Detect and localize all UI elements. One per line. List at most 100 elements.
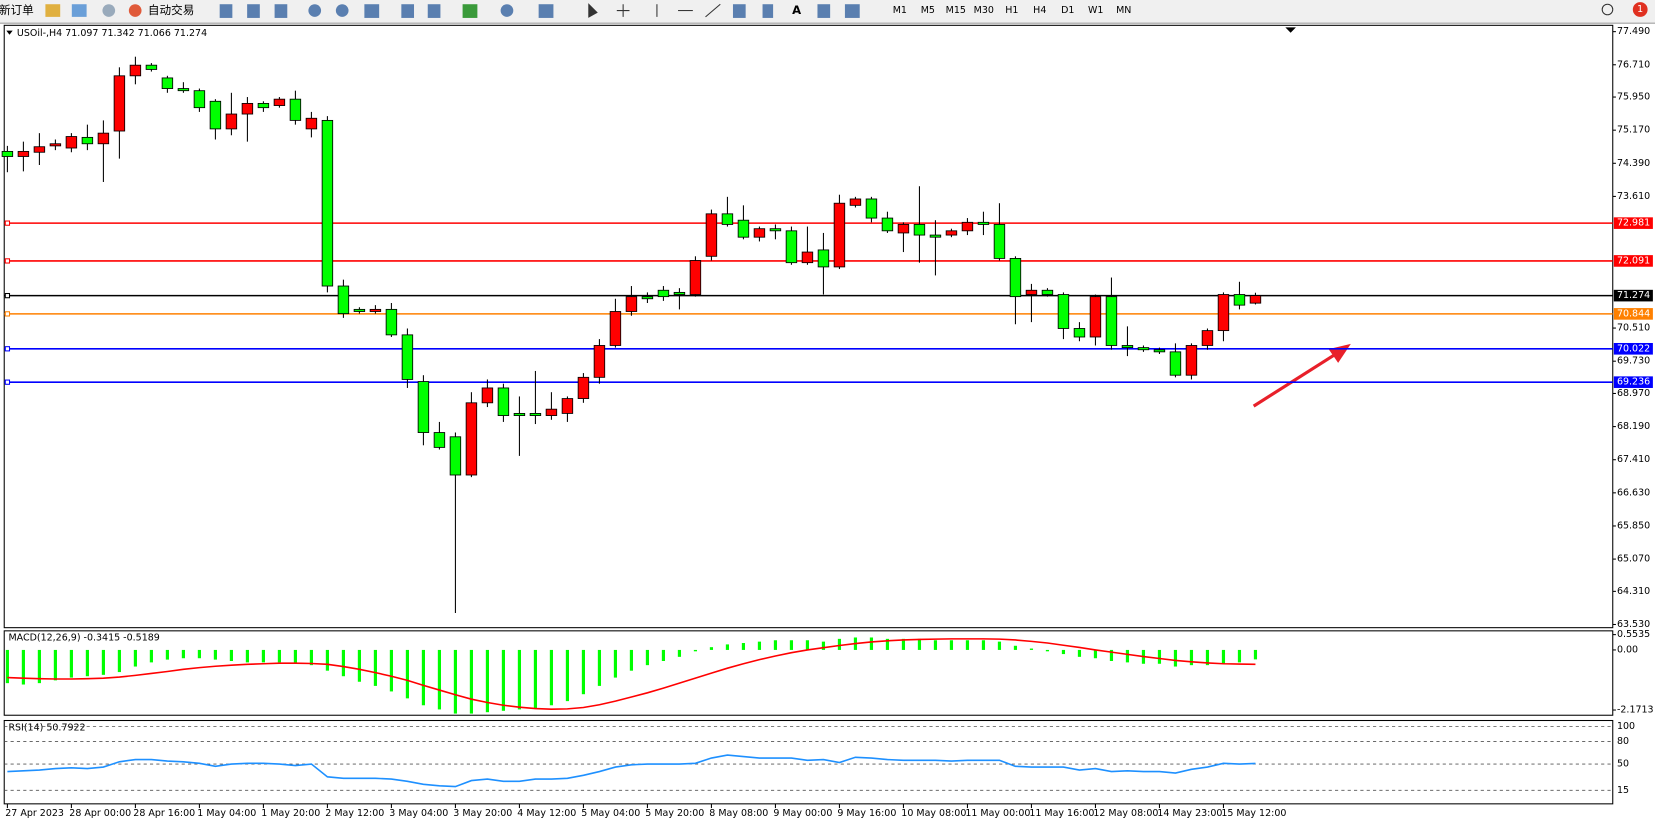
y-tick-label: 77.490 bbox=[1617, 26, 1650, 37]
x-tick-label: 1 May 04:00 bbox=[197, 808, 256, 819]
y-tick-label: 65.850 bbox=[1617, 520, 1650, 531]
y-tick-label: 70.510 bbox=[1617, 323, 1650, 334]
candle-body bbox=[785, 230, 798, 264]
macd-bar bbox=[789, 640, 794, 650]
toolbar-icons[interactable]: A bbox=[219, 3, 1614, 18]
candle-body bbox=[897, 224, 910, 234]
timeframe-button[interactable]: D1 bbox=[1061, 5, 1074, 16]
candle-body bbox=[1121, 345, 1134, 349]
y-tick-label: 73.610 bbox=[1617, 191, 1650, 202]
candle-body bbox=[33, 146, 46, 153]
macd-bar bbox=[1109, 649, 1114, 662]
macd-bar bbox=[1173, 649, 1178, 667]
y-tick-label: 68.190 bbox=[1617, 421, 1650, 432]
timeframe-button[interactable]: M1 bbox=[893, 5, 907, 16]
timeframe-button[interactable]: M15 bbox=[946, 5, 966, 16]
level-label: 71.274 bbox=[1617, 290, 1650, 301]
candle-body bbox=[1137, 347, 1150, 351]
macd-bar bbox=[197, 649, 201, 659]
macd-bar bbox=[613, 649, 618, 678]
x-tick-label: 28 Apr 16:00 bbox=[133, 808, 195, 819]
timeframe-button[interactable]: MN bbox=[1116, 5, 1131, 16]
y-tick-label: 67.410 bbox=[1617, 454, 1650, 465]
icon[interactable] bbox=[71, 4, 87, 17]
macd-bar bbox=[981, 640, 986, 650]
x-tick-label: 8 May 08:00 bbox=[709, 808, 768, 819]
level-label: 70.844 bbox=[1617, 308, 1650, 319]
candle-body bbox=[465, 402, 478, 476]
macd-bar bbox=[901, 638, 906, 650]
macd-bar bbox=[69, 649, 73, 678]
x-tick-label: 5 May 20:00 bbox=[645, 808, 704, 819]
candle-body bbox=[881, 217, 894, 232]
macd-bar bbox=[1045, 649, 1050, 652]
x-tick-label: 3 May 04:00 bbox=[389, 808, 448, 819]
macd-bar bbox=[309, 649, 313, 666]
candle-body bbox=[1089, 296, 1102, 338]
candle-body bbox=[401, 334, 414, 380]
candle-body bbox=[913, 224, 926, 236]
candle-body bbox=[1169, 351, 1182, 376]
macd-bar bbox=[357, 649, 361, 682]
macd-bar bbox=[373, 649, 377, 686]
auto-trade-icon[interactable] bbox=[128, 4, 142, 17]
icon[interactable] bbox=[45, 4, 61, 17]
timeframe-button[interactable]: M5 bbox=[921, 5, 935, 16]
notification-badge[interactable] bbox=[1632, 2, 1648, 17]
candle-body bbox=[705, 213, 718, 257]
macd-bar bbox=[325, 649, 329, 671]
rsi-panel bbox=[3, 719, 1614, 805]
macd-bar bbox=[549, 649, 554, 706]
macd-bar bbox=[1013, 645, 1018, 650]
macd-bar bbox=[37, 649, 41, 684]
new-order-button[interactable]: 新订单 bbox=[0, 3, 34, 17]
macd-bar bbox=[213, 649, 217, 660]
candle-body bbox=[305, 117, 318, 130]
macd-bar bbox=[229, 649, 233, 662]
candle-body bbox=[177, 88, 190, 92]
level-label: 69.236 bbox=[1617, 377, 1650, 388]
candle-body bbox=[49, 143, 62, 147]
candle-body bbox=[81, 136, 94, 145]
x-tick-label: 9 May 16:00 bbox=[837, 808, 896, 819]
rsi-title: RSI(14) 50.7922 bbox=[8, 722, 85, 733]
candle-body bbox=[1217, 294, 1230, 332]
timeframe-button[interactable]: H1 bbox=[1005, 5, 1018, 16]
level-handle bbox=[4, 220, 11, 226]
candle-body bbox=[641, 296, 654, 300]
candle-body bbox=[17, 150, 30, 157]
y-tick-label: 74.390 bbox=[1617, 158, 1650, 169]
candle-body bbox=[849, 198, 862, 206]
macd-bar bbox=[773, 640, 778, 650]
macd-bar bbox=[21, 649, 25, 685]
chart-shift-marker bbox=[1285, 27, 1296, 33]
timeframe-button[interactable]: M30 bbox=[974, 5, 994, 16]
level-label-box bbox=[1613, 342, 1653, 355]
level-handle bbox=[4, 311, 11, 317]
candle-body bbox=[753, 228, 766, 238]
macd-bar bbox=[1253, 649, 1258, 660]
y-tick-label: 100 bbox=[1617, 721, 1635, 732]
candle-body bbox=[1201, 330, 1214, 346]
level-label-box bbox=[1613, 289, 1653, 302]
timeframe-button[interactable]: H4 bbox=[1033, 5, 1046, 16]
candle-body bbox=[625, 296, 638, 312]
y-tick-label: 63.530 bbox=[1617, 619, 1650, 630]
main-title: USOil-,H4 71.097 71.342 71.066 71.274 bbox=[17, 28, 207, 39]
macd-bar bbox=[629, 649, 634, 671]
macd-bar bbox=[1189, 649, 1194, 666]
macd-bar bbox=[869, 637, 874, 650]
candle-body bbox=[129, 64, 142, 77]
candle-body bbox=[961, 221, 974, 232]
macd-bar bbox=[1157, 649, 1162, 664]
candle-body bbox=[97, 132, 110, 145]
icon[interactable] bbox=[102, 4, 116, 17]
macd-bar bbox=[917, 638, 922, 650]
candle-body bbox=[1233, 294, 1246, 306]
macd-bar bbox=[517, 649, 522, 710]
timeframe-button[interactable]: W1 bbox=[1088, 5, 1103, 16]
candle-body bbox=[209, 100, 222, 130]
auto-trade-button[interactable]: 自动交易 bbox=[148, 3, 194, 17]
macd-bar bbox=[581, 649, 586, 695]
